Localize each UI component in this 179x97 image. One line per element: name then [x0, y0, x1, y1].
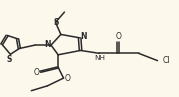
Text: N: N — [80, 32, 86, 41]
Text: S: S — [6, 55, 12, 64]
Text: O: O — [34, 68, 40, 77]
Text: Cl: Cl — [163, 56, 170, 65]
Text: O: O — [64, 74, 70, 83]
Text: S: S — [54, 18, 59, 27]
Text: N: N — [44, 40, 50, 49]
Text: NH: NH — [94, 55, 105, 61]
Text: O: O — [115, 32, 121, 41]
